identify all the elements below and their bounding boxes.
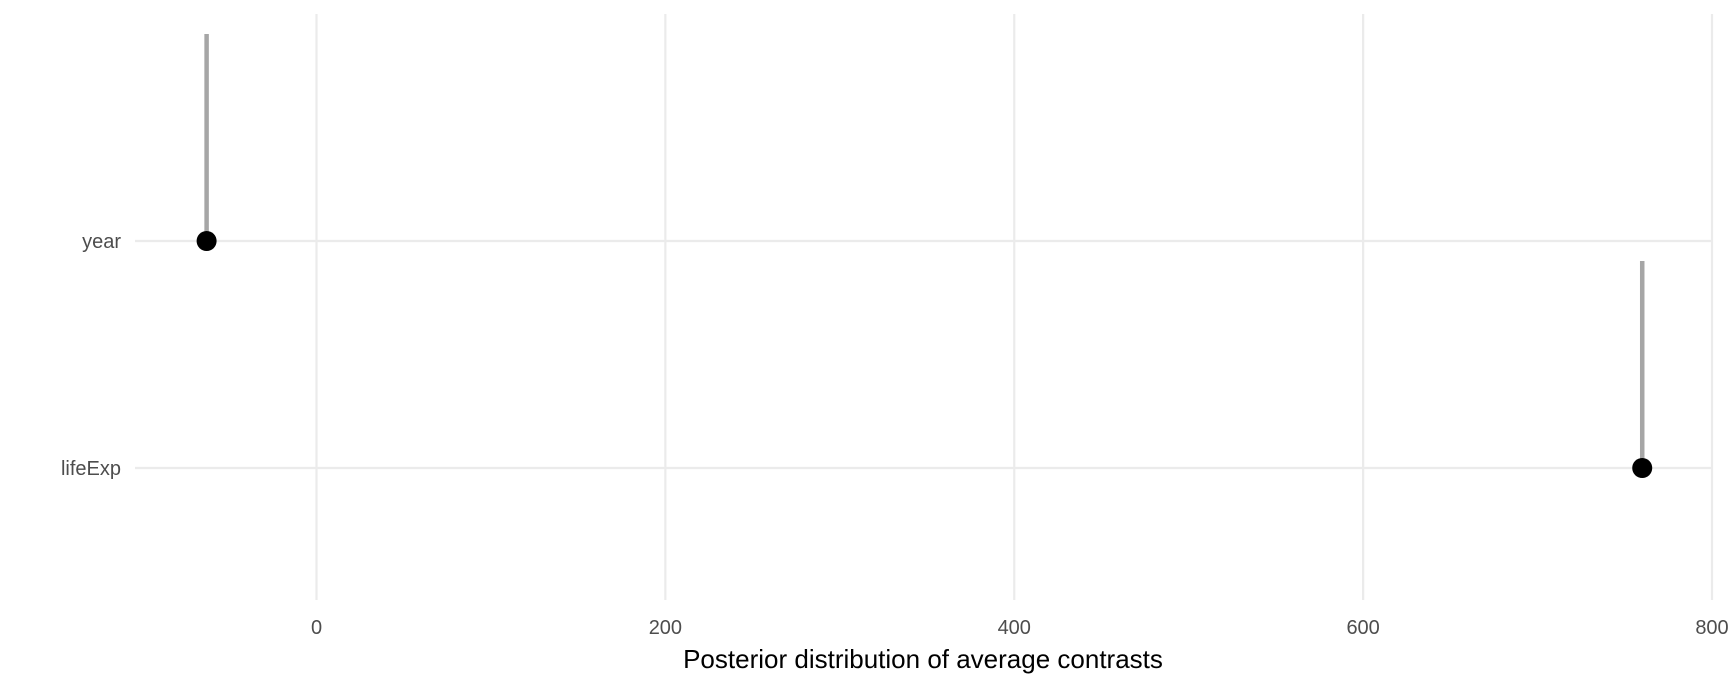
x-tick-label-600: 600: [1346, 617, 1379, 639]
y-tick-label-year: year: [82, 231, 121, 253]
estimate-points: [196, 231, 1653, 478]
y-tick-label-lifeExp: lifeExp: [61, 458, 121, 480]
x-tick-labels: 0 200 400 600 800: [311, 617, 1728, 639]
x-tick-label-0: 0: [311, 617, 322, 639]
x-tick-label-400: 400: [998, 617, 1031, 639]
density-stems: [204, 34, 1645, 468]
x-tick-label-200: 200: [649, 617, 682, 639]
point-lifeExp: [1632, 458, 1653, 478]
x-tick-label-800: 800: [1695, 617, 1728, 639]
point-year: [196, 231, 217, 251]
x-gridlines: [315, 14, 1714, 600]
y-gridlines: [135, 239, 1713, 470]
x-axis-title: Posterior distribution of average contra…: [683, 644, 1163, 674]
y-tick-labels: year lifeExp: [61, 231, 121, 480]
